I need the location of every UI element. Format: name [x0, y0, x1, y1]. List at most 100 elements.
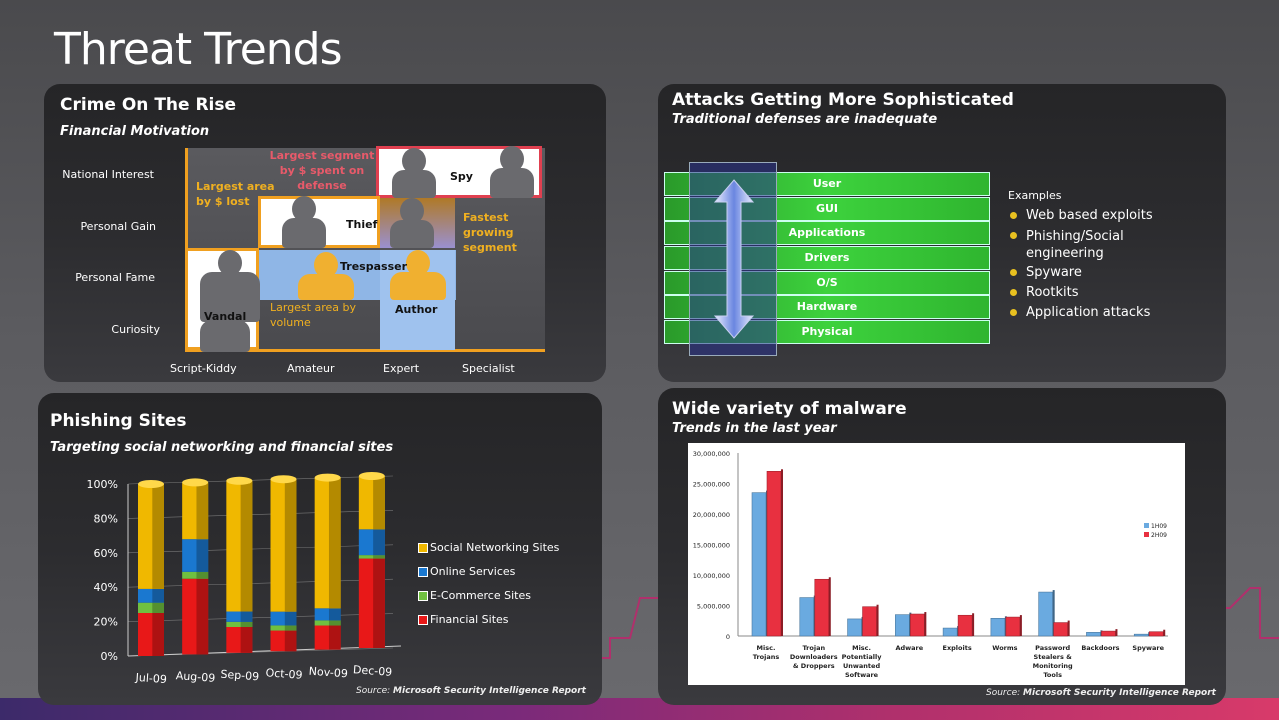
author-figure — [390, 250, 446, 300]
malware-xtick-label: Downloaders — [790, 653, 838, 661]
malware-xtick-label: Trojan — [802, 644, 825, 652]
malware-bar-shade — [1163, 629, 1166, 636]
example-application-attacks: Application attacks — [1009, 305, 1151, 320]
malware-bar-2h09 — [1148, 631, 1164, 637]
malware-bar-1h09 — [895, 614, 910, 637]
malware-xtick-label: Adware — [895, 644, 923, 652]
malware-xtick-label: Trojans — [753, 653, 780, 661]
trespasser-label: Trespasser — [340, 260, 408, 273]
phishing-bar-e-commerce-sites — [226, 621, 253, 627]
phishing-xtick-label: Oct-09 — [265, 666, 303, 682]
phishing-bar-shade — [328, 620, 341, 626]
malware-ytick-label: 25,000,000 — [693, 481, 730, 489]
malware-bar-shade — [924, 612, 927, 636]
malware-bar-2h09 — [910, 613, 925, 637]
malware-bar-1h09 — [751, 492, 767, 637]
malware-chart: 30,000,000 25,000,000 20,000,000 15,000,000… — [693, 450, 1168, 679]
malware-xtick-label: Worms — [992, 644, 1017, 652]
malware-bar-shade — [972, 613, 975, 636]
malware-bar-1h09 — [942, 627, 958, 637]
malware-ytick-label: 20,000,000 — [693, 511, 730, 519]
malware-bar-shade — [781, 469, 783, 636]
legend-ecommerce: E-Commerce Sites — [418, 589, 531, 602]
malware-legend-label: 2H09 — [1151, 532, 1167, 539]
y-label-personal-fame: Personal Fame — [75, 271, 155, 284]
legend-financial: Financial Sites — [418, 613, 509, 626]
y-label-national-interest: National Interest — [62, 168, 154, 181]
legend-online-services: Online Services — [418, 565, 515, 578]
malware-xtick-label: Software — [845, 671, 879, 679]
malware-bar-1h09 — [1133, 633, 1149, 637]
phishing-source: Source: Microsoft Security Intelligence … — [356, 686, 586, 696]
phishing-bar-shade — [152, 613, 164, 656]
malware-bar-1h09 — [799, 597, 815, 637]
malware-subtitle: Trends in the last year — [672, 421, 837, 436]
malware-bar-shade — [1019, 615, 1022, 636]
phishing-ytick-label: 100% — [87, 478, 118, 491]
malware-xtick-label: Spyware — [1132, 644, 1164, 652]
malware-ytick-label: 0 — [726, 633, 730, 641]
phishing-bar-shade — [328, 608, 341, 621]
x-label-amateur: Amateur — [287, 362, 335, 375]
phishing-xtick-label: Nov-09 — [308, 665, 348, 681]
malware-legend-swatch — [1144, 532, 1149, 537]
phishing-xtick-label: Aug-09 — [175, 669, 215, 685]
phishing-bar-shade — [152, 602, 164, 613]
malware-legend-label: 1H09 — [1151, 523, 1167, 530]
phishing-bar-shade — [196, 578, 209, 655]
phishing-bar-cap — [358, 472, 385, 480]
x-label-specialist: Specialist — [462, 362, 515, 375]
spy-figure-2 — [490, 146, 534, 198]
malware-xtick-label: Stealers & — [1034, 653, 1073, 661]
phishing-bar-online-services — [226, 611, 253, 622]
phishing-title: Phishing Sites — [50, 411, 187, 431]
phishing-bar-shade — [328, 625, 341, 650]
thief-figure — [282, 196, 326, 248]
malware-xtick-label: & Droppers — [793, 662, 835, 670]
thief-figure-2 — [390, 198, 434, 248]
phishing-xtick-label: Dec-09 — [353, 663, 393, 679]
phishing-bar-cap — [138, 480, 164, 488]
thief-label: Thief — [346, 218, 378, 231]
malware-ytick-label: 30,000,000 — [693, 450, 730, 458]
malware-bar-2h09 — [814, 578, 830, 637]
malware-bar-1h09 — [847, 618, 862, 637]
phishing-x-axis — [127, 645, 402, 657]
vandal-figure-2 — [200, 298, 250, 352]
phishing-gridline — [127, 544, 394, 554]
phishing-bar-shade — [196, 571, 209, 579]
malware-bar-2h09 — [1053, 622, 1068, 637]
malware-xtick-label: Backdoors — [1081, 644, 1119, 652]
example-web-exploits: Web based exploits — [1010, 208, 1153, 223]
malware-xtick-label: Potentially — [842, 653, 883, 661]
note-largest-lost: Largest area by $ lost — [196, 180, 275, 208]
note-largest-volume: Largest area by volume — [270, 301, 357, 329]
phishing-bar-e-commerce-sites — [358, 555, 385, 559]
malware-bar-shade — [1052, 590, 1055, 636]
malware-ytick-label: 10,000,000 — [693, 572, 730, 580]
malware-legend-swatch — [1144, 523, 1149, 528]
phishing-gridline — [127, 475, 394, 485]
malware-ytick-label: 15,000,000 — [693, 542, 730, 550]
phishing-bar-shade — [152, 588, 164, 603]
malware-bar-shade — [1067, 620, 1070, 636]
phishing-subtitle: Targeting social networking and financia… — [50, 440, 394, 455]
y-label-curiosity: Curiosity — [111, 323, 160, 336]
phishing-bar-shade — [284, 479, 297, 612]
malware-ytick-label: 5,000,000 — [697, 603, 730, 611]
phishing-ytick-label: 0% — [101, 650, 118, 663]
malware-bar-shade — [828, 577, 831, 636]
example-rootkits: Rootkits — [1009, 285, 1079, 300]
phishing-xtick-label: Jul-09 — [134, 671, 167, 686]
example-spyware: Spyware — [1010, 265, 1082, 280]
crime-title: Crime On The Rise — [60, 95, 237, 115]
spy-figure — [392, 148, 436, 198]
malware-bar-2h09 — [766, 470, 782, 637]
phishing-bar-e-commerce-sites — [182, 571, 209, 579]
malware-xtick-label: Monitoring — [1033, 662, 1073, 670]
trespasser-figure — [298, 252, 354, 300]
phishing-bar-e-commerce-sites — [138, 602, 164, 613]
phishing-bar-shade — [373, 555, 385, 559]
page-title: Threat Trends — [54, 24, 343, 75]
malware-xtick-label: Misc. — [852, 644, 871, 652]
